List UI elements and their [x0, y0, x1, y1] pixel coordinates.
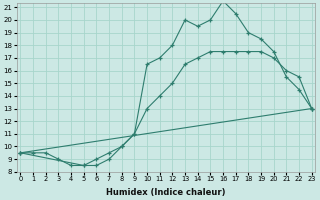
X-axis label: Humidex (Indice chaleur): Humidex (Indice chaleur)	[106, 188, 226, 197]
